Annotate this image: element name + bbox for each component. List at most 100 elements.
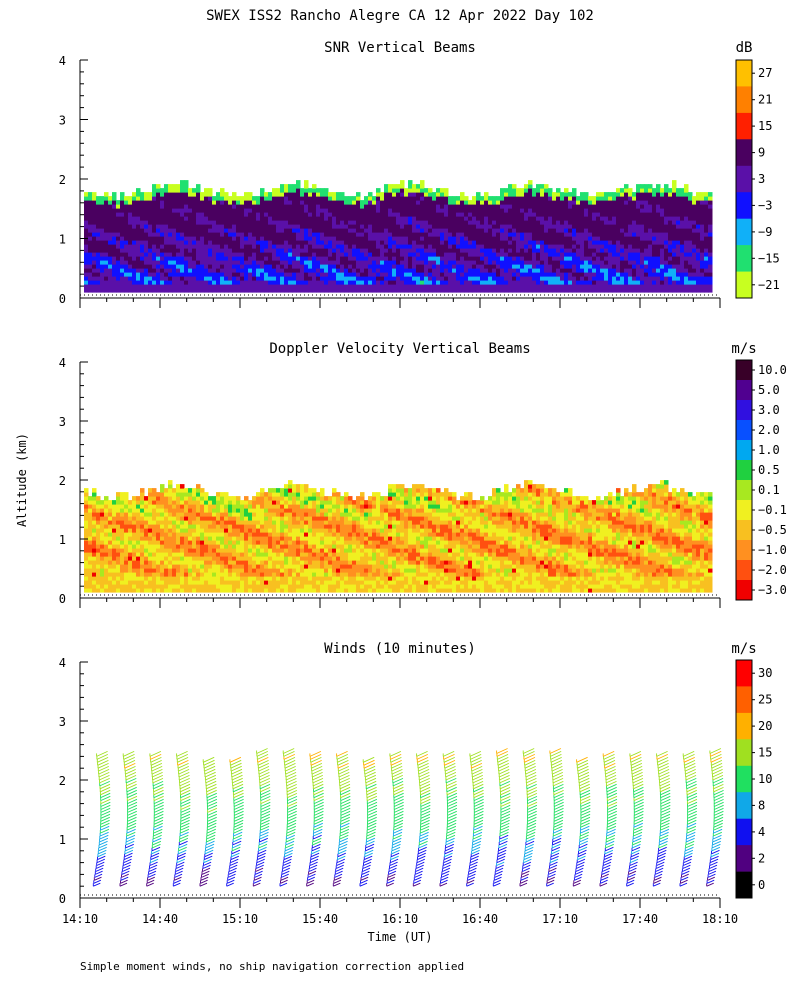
heatmap-cell [148,264,153,269]
heatmap-cell [136,524,141,529]
heatmap-cell [364,276,369,281]
heatmap-cell [152,576,157,581]
heatmap-cell [144,192,149,197]
heatmap-cell [644,268,649,273]
heatmap-cell [168,540,173,545]
heatmap-cell [568,196,573,201]
heatmap-cell [88,568,93,573]
heatmap-cell [216,260,221,265]
heatmap-cell [676,264,681,269]
heatmap-cell [524,212,529,217]
heatmap-cell [156,224,161,229]
heatmap-cell [84,196,89,201]
heatmap-cell [180,584,185,589]
heatmap-cell [708,276,713,281]
heatmap-cell [492,256,497,261]
heatmap-cell [380,248,385,253]
heatmap-cell [648,256,653,261]
heatmap-cell [216,572,221,577]
heatmap-cell [412,248,417,253]
heatmap-cell [348,232,353,237]
heatmap-cell [432,268,437,273]
heatmap-cell [108,264,113,269]
heatmap-cell [516,200,521,205]
heatmap-cell [364,272,369,277]
heatmap-cell [156,192,161,197]
heatmap-cell [420,248,425,253]
heatmap-cell [648,212,653,217]
heatmap-cell [104,196,109,201]
heatmap-cell [392,232,397,237]
heatmap-cell [584,200,589,205]
heatmap-cell [644,200,649,205]
heatmap-cell [192,584,197,589]
heatmap-cell [288,212,293,217]
heatmap-cell [256,244,261,249]
heatmap-cell [212,216,217,221]
heatmap-cell [440,216,445,221]
heatmap-cell [280,288,285,293]
heatmap-cell [396,216,401,221]
heatmap-cell [400,240,405,245]
heatmap-cell [548,236,553,241]
heatmap-cell [696,248,701,253]
heatmap-cell [360,272,365,277]
heatmap-cell [252,240,257,245]
heatmap-cell [152,216,157,221]
heatmap-cell [180,264,185,269]
heatmap-cell [136,516,141,521]
heatmap-cell [532,232,537,237]
heatmap-cell [160,264,165,269]
heatmap-cell [492,284,497,289]
heatmap-cell [388,252,393,257]
heatmap-cell [388,220,393,225]
heatmap-cell [152,488,157,493]
heatmap-cell [184,252,189,257]
heatmap-cell [352,268,357,273]
heatmap-cell [204,264,209,269]
heatmap-cell [444,188,449,193]
heatmap-cell [288,204,293,209]
heatmap-cell [116,544,121,549]
heatmap-cell [132,536,137,541]
heatmap-cell [164,588,169,593]
heatmap-cell [440,272,445,277]
heatmap-cell [244,200,249,205]
heatmap-cell [356,236,361,241]
heatmap-cell [584,236,589,241]
heatmap-cell [348,208,353,213]
heatmap-cell [588,228,593,233]
heatmap-cell [488,220,493,225]
heatmap-cell [556,196,561,201]
heatmap-cell [180,492,185,497]
heatmap-cell [308,200,313,205]
heatmap-cell [224,256,229,261]
heatmap-cell [204,220,209,225]
heatmap-cell [136,284,141,289]
heatmap-cell [316,252,321,257]
heatmap-cell [92,528,97,533]
heatmap-cell [676,236,681,241]
heatmap-cell [656,252,661,257]
heatmap-cell [696,260,701,265]
heatmap-cell [184,284,189,289]
heatmap-cell [396,192,401,197]
heatmap-cell [176,496,181,501]
heatmap-cell [648,268,653,273]
heatmap-cell [196,284,201,289]
heatmap-cell [288,240,293,245]
heatmap-cell [96,548,101,553]
heatmap-cell [404,228,409,233]
heatmap-cell [128,196,133,201]
heatmap-cell [312,228,317,233]
heatmap-cell [692,284,697,289]
heatmap-cell [488,212,493,217]
heatmap-cell [172,252,177,257]
heatmap-cell [172,240,177,245]
heatmap-cell [260,244,265,249]
heatmap-cell [480,216,485,221]
heatmap-cell [208,252,213,257]
heatmap-cell [652,208,657,213]
heatmap-cell [212,240,217,245]
